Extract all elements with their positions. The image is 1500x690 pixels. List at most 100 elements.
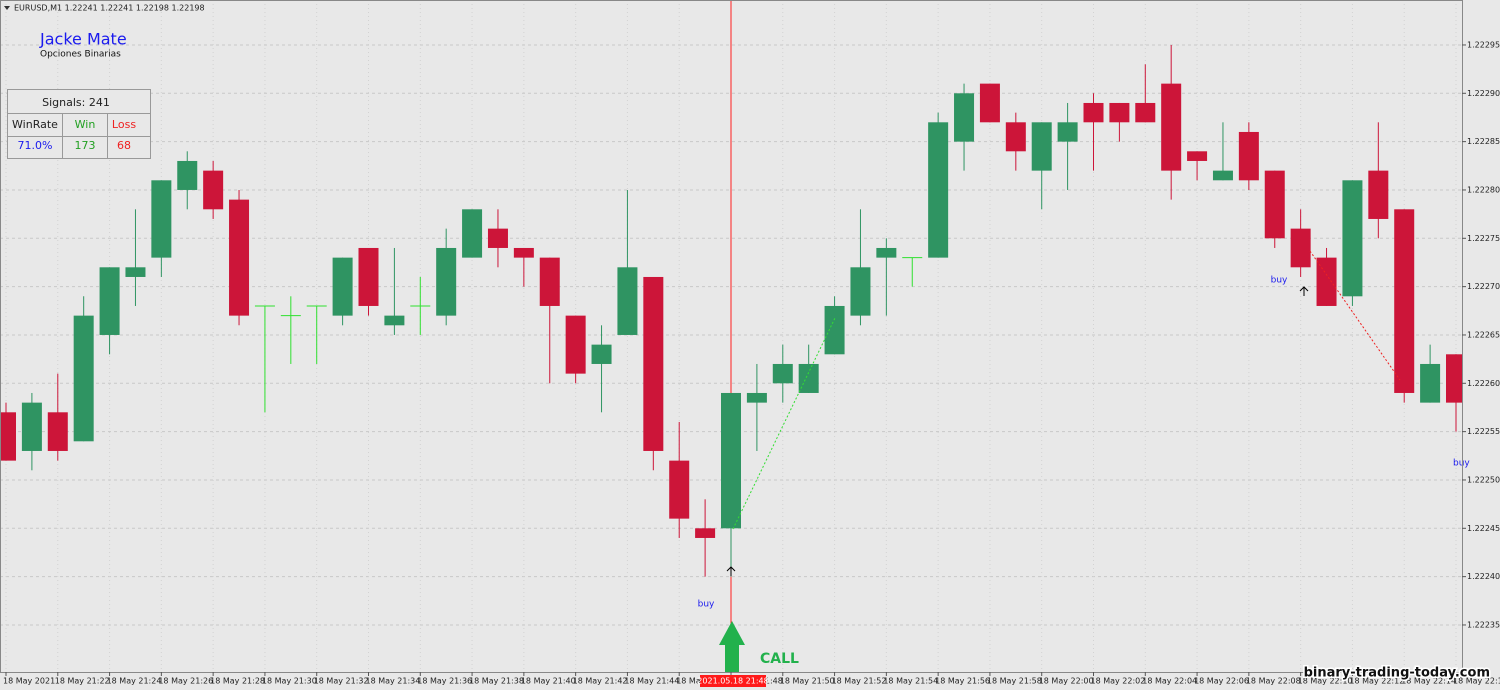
x-tick-label: 18 May 22:04 <box>1142 677 1197 686</box>
x-tick-label: 18 May 21:26 <box>158 677 213 686</box>
x-tick-label: 18 May 21:32 <box>314 677 369 686</box>
x-tick-label: 18 May 2021 <box>3 677 55 686</box>
candle-body <box>565 315 586 374</box>
table-frame <box>7 89 151 159</box>
candle-body <box>1316 257 1337 306</box>
y-tick-label: 1.22280 <box>1467 185 1500 194</box>
x-tick-label: 18 May 21:38 <box>469 677 524 686</box>
x-tick-label: 18 May 21:40 <box>521 677 576 686</box>
x-tick-label: 18 May 22:12 <box>1349 677 1404 686</box>
indicator-name: Jacke Mate <box>39 30 127 49</box>
candle-body <box>1005 122 1026 152</box>
buy-label: buy <box>1271 276 1288 286</box>
table-cell: 173 <box>75 139 96 152</box>
candle-body <box>384 315 405 326</box>
candle-body <box>177 160 198 190</box>
candle-body <box>229 199 250 316</box>
candle-body <box>358 247 379 306</box>
candle-body <box>824 305 845 355</box>
x-tick-label: 18 May 22:16 <box>1453 677 1500 686</box>
candle-body <box>1109 102 1130 123</box>
candle-body <box>850 267 871 316</box>
candle-body <box>695 528 716 538</box>
candle-body <box>462 209 483 258</box>
x-tick-label: 18 May 21:56 <box>935 677 990 686</box>
candle-body <box>1290 228 1311 268</box>
y-tick-label: 1.22250 <box>1467 475 1500 484</box>
candle-body <box>1031 122 1052 171</box>
y-tick-label: 1.22260 <box>1467 379 1500 388</box>
candle-body <box>1212 170 1233 181</box>
candle-body <box>979 83 1000 123</box>
candle-body <box>772 363 793 384</box>
candle-body <box>746 392 767 403</box>
x-tick-label: 18 May 22:10 <box>1298 677 1353 686</box>
chart-title: EURUSD,M1 1.22241 1.22241 1.22198 1.2219… <box>14 4 205 13</box>
x-tick-label: 18 May 22:14 <box>1401 677 1456 686</box>
candle-body <box>436 247 457 316</box>
candle-body <box>513 247 534 258</box>
signal-line <box>732 317 836 530</box>
y-tick-label: 1.22265 <box>1467 330 1500 339</box>
x-tick-label: 18 May 22:08 <box>1246 677 1301 686</box>
candle-body <box>876 247 897 258</box>
candles <box>0 44 1462 577</box>
x-tick-label: 18 May 21:28 <box>210 677 265 686</box>
buy-label: buy <box>1453 459 1470 469</box>
candle-body <box>332 257 353 316</box>
crosshair-badge <box>700 675 766 687</box>
candle-body <box>643 276 664 451</box>
x-tick-label: 18 May 21:34 <box>366 677 421 686</box>
x-tick-label: 18 May 21:52 <box>832 677 887 686</box>
candle-body <box>591 344 612 364</box>
candle-body <box>47 412 68 451</box>
y-tick-label: 1.22285 <box>1467 137 1500 146</box>
call-arrow <box>719 621 745 672</box>
grid <box>0 0 1462 672</box>
x-tick-label: 18 May 21:22 <box>55 677 110 686</box>
candle-body <box>721 392 741 529</box>
x-tick-label: 18 May 21:42 <box>573 677 628 686</box>
signals-table: Signals: 241 WinRate Win Loss 71.0% 173 … <box>7 89 151 159</box>
x-tick-label: 18 May 22:02 <box>1091 677 1146 686</box>
candle-body <box>1368 170 1389 219</box>
y-tick-label: 1.22295 <box>1467 40 1500 49</box>
call-label: CALL <box>760 651 799 667</box>
candle-body <box>1187 151 1208 161</box>
candle-body <box>539 257 560 306</box>
buy-label: buy <box>698 600 715 610</box>
x-tick-label: 18 May 21:24 <box>107 677 162 686</box>
x-tick-label: 18 May 21:58 <box>987 677 1042 686</box>
table-header: Win <box>75 118 96 131</box>
candle-body <box>99 267 120 335</box>
candle-body <box>1420 363 1441 403</box>
candle-body <box>1446 354 1462 403</box>
candle-body <box>617 267 638 335</box>
signals-count: Signals: 241 <box>42 96 110 109</box>
candle-body <box>1161 83 1182 171</box>
y-tick-label: 1.22255 <box>1467 427 1500 436</box>
y-tick-label: 1.22245 <box>1467 524 1500 533</box>
candle-body <box>1264 170 1285 239</box>
arrow <box>1299 286 1309 296</box>
x-tick-label: 18 May 21:44 <box>624 677 679 686</box>
x-tick-label: 18 May 21:36 <box>417 677 472 686</box>
indicator-subtitle: Opciones Binarias <box>40 50 121 60</box>
candle-body <box>0 412 16 461</box>
candle-body <box>798 363 819 393</box>
menu-icon <box>4 6 10 10</box>
x-tick-label: 18 May 21:30 <box>262 677 317 686</box>
candle-body <box>487 228 508 248</box>
table-cell: 71.0% <box>18 139 53 152</box>
crosshair-time: 2021.05.18 21:48 <box>697 677 768 686</box>
candle-body <box>1394 209 1415 393</box>
x-tick-label: 18 May 21:54 <box>883 677 938 686</box>
candle-body <box>1083 102 1104 123</box>
watermark: binary-trading-today.com <box>1304 666 1490 681</box>
x-tick-label: 18 May 22:06 <box>1194 677 1249 686</box>
candle-body <box>151 180 172 258</box>
x-tick-label: 18 May 21:50 <box>780 677 835 686</box>
y-tick-label: 1.22290 <box>1467 89 1500 98</box>
